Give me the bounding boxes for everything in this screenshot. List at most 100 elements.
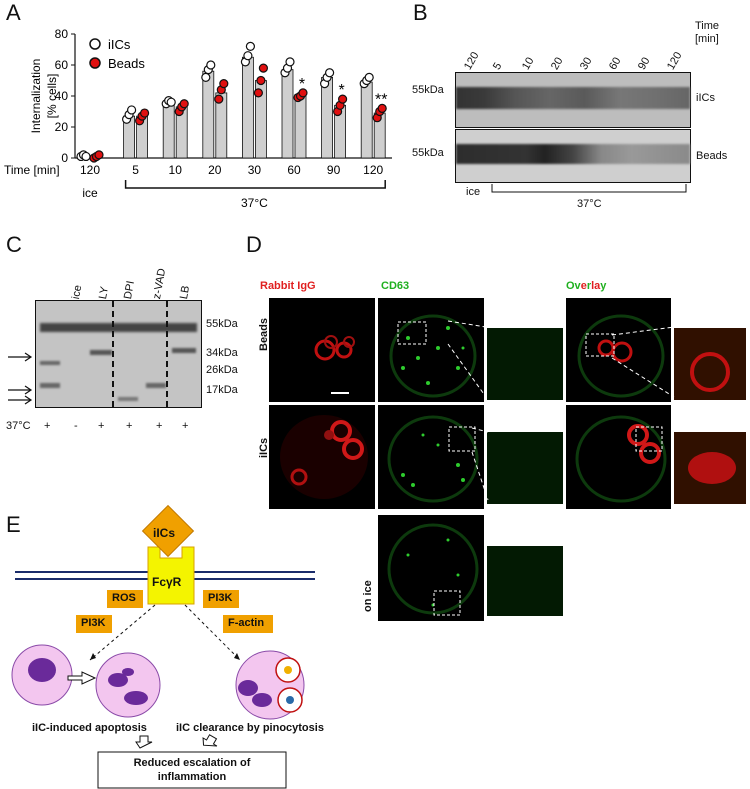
group-label-ice: ice [82, 186, 98, 200]
western-blot-iics [455, 72, 691, 128]
y-axis-label: Internalization [29, 59, 43, 134]
ice-label: ice [466, 186, 481, 198]
lane-label: DPI [122, 279, 138, 301]
data-point [94, 150, 104, 160]
x-tick-label: 20 [208, 163, 222, 177]
marker-c-55: 55kDa [206, 318, 238, 330]
arrow-icon [8, 385, 33, 395]
bar [281, 69, 294, 159]
data-point [206, 60, 216, 70]
y-tick-label: 60 [55, 58, 69, 72]
sign-mark: + [182, 420, 189, 432]
lane-label: 20 [549, 55, 566, 72]
time-header-line2: [min] [695, 33, 719, 45]
pinocytosis-label: iIC clearance by pinocytosis [176, 722, 324, 734]
panel-a-letter: A [6, 0, 21, 25]
data-point [214, 94, 224, 104]
lane-label: LY [97, 285, 112, 301]
marker-c-17: 17kDa [206, 384, 238, 396]
column-label-rabbit-igg: Rabbit IgG [260, 280, 316, 292]
x-tick-label: 5 [132, 163, 139, 177]
data-point [285, 57, 295, 67]
y-axis-label: [% cells] [45, 74, 59, 119]
temp-label-b: 37°C [577, 198, 602, 210]
sign-mark: + [98, 420, 105, 432]
pi3k-right-box [203, 590, 239, 608]
x-tick-label: 30 [248, 163, 262, 177]
data-point [179, 99, 189, 109]
legend-label: Beads [108, 56, 145, 71]
complex-diamond [141, 504, 195, 558]
lane-label: 5 [491, 60, 505, 72]
x-axis-prefix: Time [min] [4, 163, 60, 177]
data-point [127, 105, 137, 115]
pi3k-left-box [76, 615, 112, 633]
lane-label: ice [70, 284, 85, 301]
legend-label: iICs [108, 37, 131, 52]
bar [202, 70, 215, 159]
marker-c-34: 34kDa [206, 347, 238, 359]
data-point [219, 78, 229, 89]
bar [162, 101, 175, 159]
data-point [140, 108, 150, 118]
lane-label: LB [178, 284, 193, 301]
data-point [364, 72, 374, 83]
micrograph-beads-cd63 [377, 297, 485, 403]
y-tick-label: 20 [55, 120, 69, 134]
ros-label: ROS [112, 592, 136, 604]
western-blot-c [35, 300, 202, 408]
receptor-shape [147, 546, 195, 605]
row-label-iics: iICs [696, 92, 715, 104]
western-blot-beads [455, 129, 691, 183]
data-point [258, 63, 268, 73]
data-point [338, 94, 348, 104]
data-point [325, 68, 335, 78]
lane-label: 120 [665, 50, 685, 72]
receptor-label: FcγR [152, 575, 182, 589]
zoom-iics-cd63 [486, 431, 564, 505]
pi3k-left-label: PI3K [81, 617, 106, 629]
sign-mark: + [156, 420, 163, 432]
zoom-iics-overlay [673, 431, 747, 505]
data-point [81, 151, 91, 162]
zoom-beads-overlay [673, 327, 747, 401]
sign-mark: - [74, 420, 78, 432]
arrow-icon [202, 734, 218, 747]
temp-label-c: 37°C [6, 420, 31, 432]
significance-mark: * [338, 82, 344, 99]
marker-label: 55kDa [412, 84, 444, 96]
arrow-icon [8, 395, 33, 405]
arrow-icon [67, 671, 97, 685]
x-tick-label: 10 [169, 163, 183, 177]
bar [294, 94, 307, 159]
bar [321, 77, 334, 159]
micrograph-iics-cd63 [377, 404, 485, 510]
ros-box [107, 590, 143, 608]
row-label-iics-d: iICs [258, 437, 270, 458]
x-tick-label: 90 [327, 163, 341, 177]
schematic-diagram [11, 504, 315, 789]
data-point [243, 51, 253, 61]
panel-c-letter: C [6, 232, 22, 257]
y-tick-label: 40 [55, 89, 69, 103]
group-label-37c: 37°C [241, 196, 268, 210]
data-point [298, 88, 308, 98]
pi3k-right-label: PI3K [208, 592, 233, 604]
panel-d-letter: D [246, 232, 262, 257]
y-tick-label: 0 [61, 151, 68, 165]
bar [360, 81, 373, 159]
row-label-beads-d: Beads [258, 317, 270, 351]
data-point [256, 75, 266, 86]
lane-label: 120 [462, 50, 482, 72]
panel-b-letter: B [413, 0, 428, 25]
time-header-line1: Time [695, 20, 720, 32]
data-point [245, 41, 255, 52]
sign-mark: + [126, 420, 133, 432]
complex-label: iICs [153, 526, 176, 540]
x-tick-label: 120 [363, 163, 383, 177]
data-point [377, 103, 387, 114]
significance-mark: ** [375, 91, 387, 108]
panel-e-letter: E [6, 512, 21, 537]
y-tick-label: 80 [55, 27, 69, 41]
arrow-marks [8, 352, 33, 405]
